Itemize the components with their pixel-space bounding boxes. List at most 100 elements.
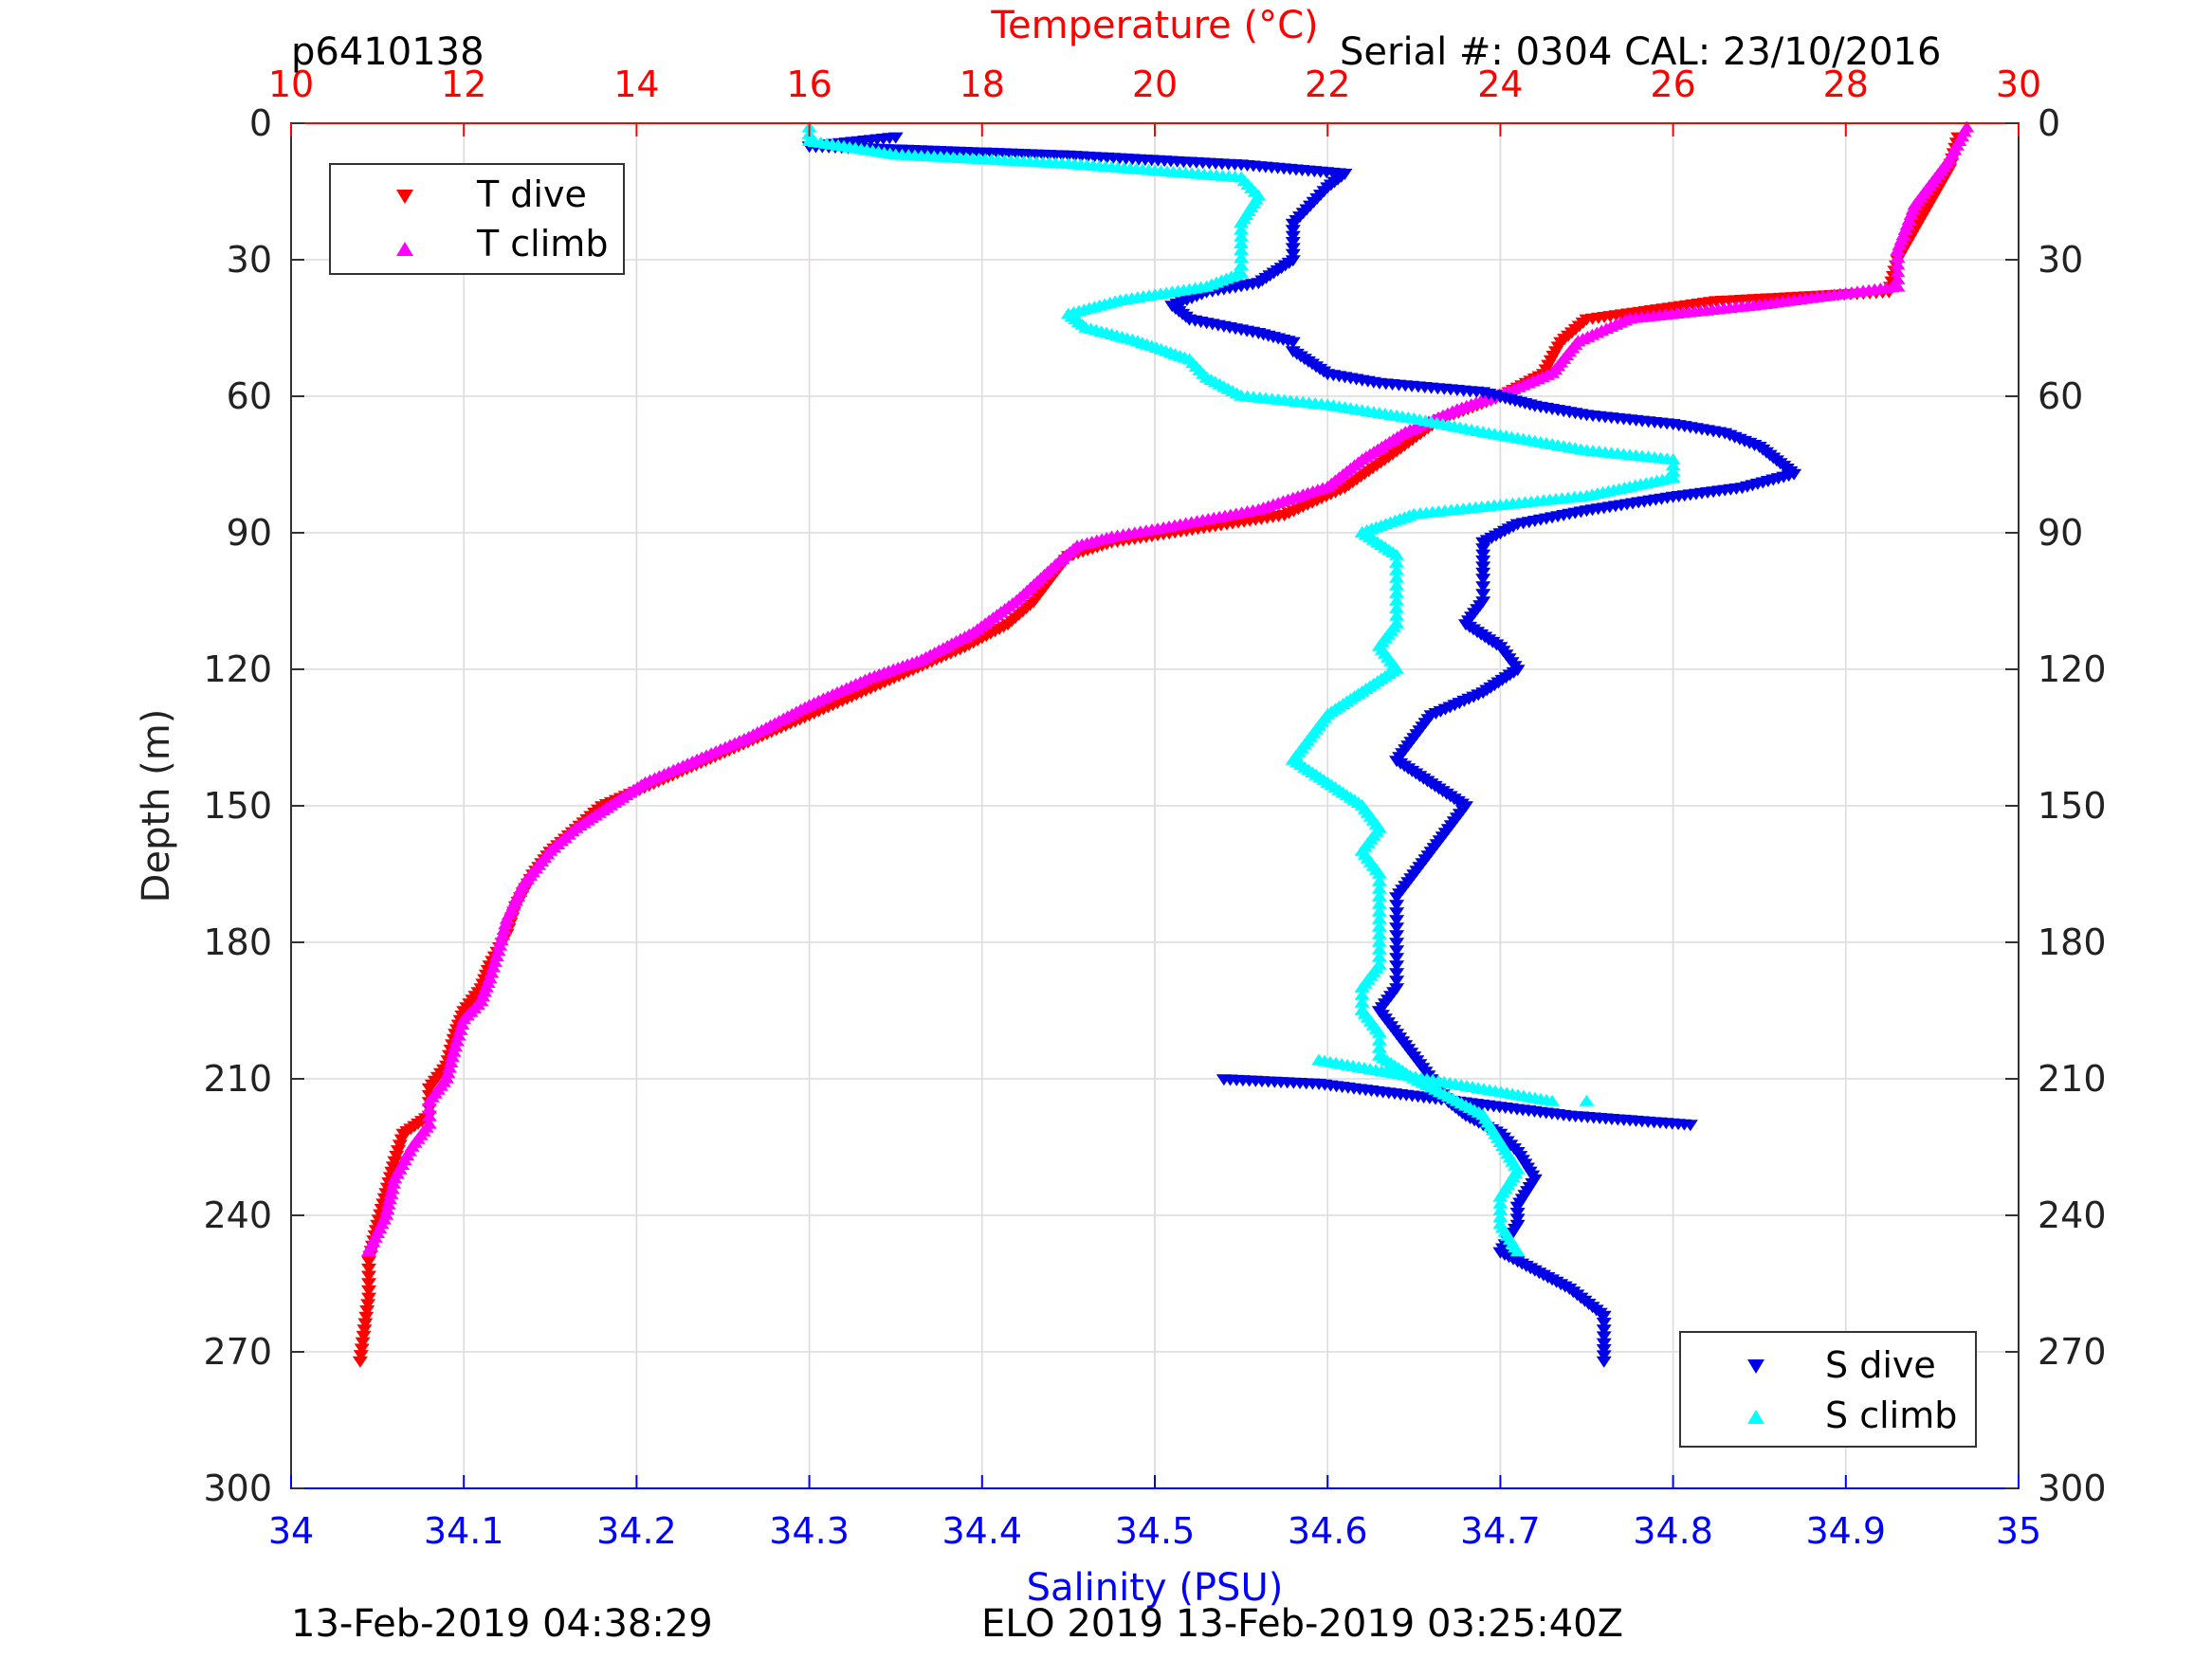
s-dive-point	[1389, 968, 1405, 980]
salinity-tick-label: 34.4	[941, 1510, 1022, 1552]
t-climb-point	[440, 1066, 456, 1079]
s-climb-point	[1371, 1041, 1387, 1053]
t-climb-point	[498, 918, 514, 930]
s-dive-point	[1389, 930, 1405, 942]
s-climb-point	[1371, 950, 1387, 962]
legend-s-dive-label: S dive	[1825, 1344, 1936, 1386]
s-climb-point	[1371, 1033, 1387, 1046]
s-dive-point	[1389, 915, 1405, 927]
s-climb-point	[1354, 980, 1370, 993]
s-climb-series	[801, 120, 1681, 1257]
s-climb-point	[1545, 1094, 1561, 1106]
t-dive-point	[353, 1350, 369, 1362]
t-dive-point	[360, 1285, 376, 1297]
t-dive-point	[360, 1299, 376, 1311]
t-climb-point	[492, 939, 508, 951]
s-climb-point	[1354, 995, 1370, 1008]
t-dive-point	[360, 1256, 376, 1268]
temperature-tick-label: 16	[786, 64, 832, 105]
t-dive-point	[354, 1343, 370, 1356]
s-climb-point	[1509, 1245, 1526, 1257]
t-climb-point	[446, 1045, 462, 1057]
s-climb-point	[1371, 889, 1387, 902]
s-dive-point	[1509, 1213, 1526, 1226]
t-climb-point	[450, 1029, 466, 1041]
s-dive-point	[1509, 1208, 1526, 1219]
s-climb-point	[1371, 1026, 1387, 1038]
s-dive-point	[1389, 953, 1405, 965]
s-climb-point	[1371, 912, 1387, 924]
temperature-axis-title: Temperature (°C)	[990, 4, 1318, 47]
s-climb-point	[1389, 609, 1405, 621]
s-climb-point	[1665, 465, 1681, 477]
t-climb-point	[484, 966, 500, 978]
s-climb-point	[1389, 601, 1405, 613]
t-dive-point	[360, 1278, 376, 1290]
temperature-tick-label: 30	[1996, 64, 2041, 105]
salinity-tick-label: 34.3	[769, 1510, 850, 1552]
s-climb-point	[1371, 935, 1387, 947]
t-dive-point	[360, 1292, 376, 1304]
s-dive-point	[1596, 1344, 1612, 1356]
t-dive-point	[356, 1330, 372, 1342]
s-climb-point	[1492, 1190, 1508, 1202]
legend-t-dive-label: T dive	[476, 173, 587, 215]
t-climb-point	[495, 928, 511, 940]
s-dive-point	[1475, 567, 1491, 579]
t-dive-point	[421, 1083, 437, 1095]
salinity-tick-label: 34.9	[1805, 1510, 1886, 1552]
s-dive-point	[1596, 1324, 1612, 1337]
s-dive-point	[1389, 907, 1405, 920]
depth-tick-label-left: 120	[203, 648, 272, 690]
legend-s-dive-marker	[1747, 1359, 1764, 1374]
t-dive-point	[360, 1270, 376, 1283]
s-climb-point	[1371, 866, 1387, 879]
temperature-tick-label: 12	[441, 64, 486, 105]
t-climb-point	[1890, 244, 1906, 256]
footer-timestamp: 13-Feb-2019 04:38:29	[291, 1602, 713, 1646]
s-climb-point	[1234, 237, 1250, 248]
depth-tick-label-right: 180	[2038, 921, 2107, 963]
depth-tick-label-right: 150	[2038, 785, 2107, 827]
depth-tick-label-right: 120	[2038, 648, 2107, 690]
grid	[290, 122, 2020, 1489]
s-climb-point	[1234, 259, 1250, 271]
profile-id: p6410138	[291, 30, 484, 74]
s-dive-point	[1389, 938, 1405, 950]
s-climb-point	[1234, 244, 1250, 256]
depth-tick-label-right: 300	[2038, 1468, 2107, 1509]
t-climb-point	[1890, 258, 1906, 270]
s-dive-point	[1389, 922, 1405, 935]
temperature-tick-label: 18	[960, 64, 1005, 105]
depth-tick-label-right: 0	[2038, 102, 2060, 144]
s-dive-point	[1475, 537, 1491, 549]
t-dive-point	[356, 1324, 373, 1337]
t-climb-point	[1890, 272, 1906, 284]
t-climb-point	[443, 1056, 459, 1067]
t-climb-point	[493, 934, 509, 946]
t-climb-point	[499, 912, 515, 924]
s-dive-point	[1475, 556, 1491, 567]
t-climb-point	[448, 1040, 464, 1052]
s-climb-point	[1389, 548, 1405, 560]
s-dive-point	[1389, 975, 1405, 988]
depth-tick-label-left: 180	[203, 921, 272, 963]
t-climb-point	[485, 960, 502, 973]
s-dive-point	[1596, 1350, 1612, 1362]
s-climb-point	[1579, 1094, 1595, 1106]
s-dive-point	[1596, 1338, 1612, 1350]
legend-s-climb-label: S climb	[1825, 1395, 1957, 1436]
s-dive-point	[1285, 230, 1301, 243]
s-climb-point	[1492, 1211, 1508, 1223]
depth-tick-label-right: 240	[2038, 1194, 2107, 1236]
salinity-tick-label: 34.8	[1633, 1510, 1713, 1552]
temperature-tick-label: 28	[1823, 64, 1869, 105]
s-climb-point	[1389, 571, 1405, 583]
s-dive-point	[1285, 337, 1301, 349]
serial-cal: Serial #: 0304 CAL: 23/10/2016	[1340, 30, 1942, 74]
s-dive-point	[1389, 892, 1405, 904]
s-climb-point	[1389, 593, 1405, 606]
salinity-tick-label: 34.2	[596, 1510, 677, 1552]
legend-t-climb-marker	[396, 242, 413, 256]
salinity-tick-label: 34.1	[424, 1510, 504, 1552]
